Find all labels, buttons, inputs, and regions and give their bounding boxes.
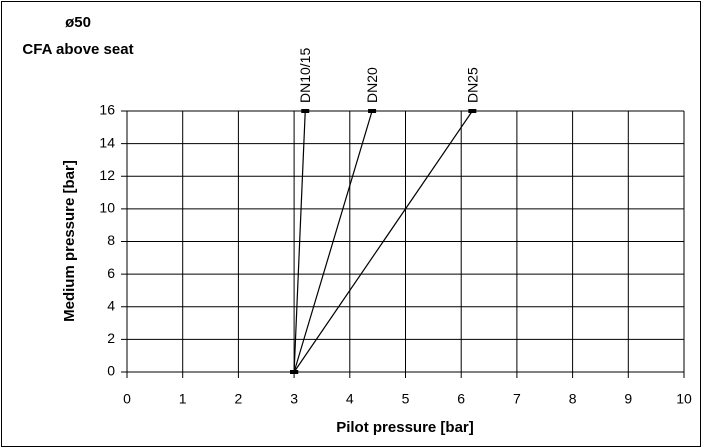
y-tick-label: 16 <box>99 102 115 118</box>
y-tick-label: 14 <box>99 134 115 150</box>
x-tick-label: 3 <box>290 391 298 407</box>
x-axis-label: Pilot pressure [bar] <box>336 419 474 436</box>
chart-subtitle: CFA above seat <box>22 41 133 58</box>
series-line <box>293 110 473 373</box>
series-label: DN25 <box>464 67 480 103</box>
x-tick-label: 7 <box>513 391 521 407</box>
chart-title: ø50 <box>65 14 91 31</box>
y-tick-label: 12 <box>99 167 115 183</box>
y-tick-label: 6 <box>107 265 115 281</box>
point-marker <box>468 109 477 113</box>
x-tick-label: 6 <box>457 391 465 407</box>
x-tick-label: 4 <box>346 391 354 407</box>
x-tick-label: 8 <box>569 391 577 407</box>
y-tick-label: 8 <box>107 232 115 248</box>
x-tick-label: 1 <box>179 391 187 407</box>
x-tick-label: 10 <box>676 391 692 407</box>
series-label: DN10/15 <box>297 48 313 103</box>
x-tick-label: 2 <box>235 391 243 407</box>
point-marker <box>368 109 377 113</box>
series-line <box>293 110 306 373</box>
point-marker <box>290 370 299 374</box>
y-tick-label: 2 <box>107 330 115 346</box>
series-label: DN20 <box>364 67 380 103</box>
y-tick-label: 4 <box>107 297 115 313</box>
x-tick-label: 9 <box>624 391 632 407</box>
y-tick-label: 0 <box>107 363 115 379</box>
x-tick-label: 5 <box>402 391 410 407</box>
y-axis-label: Medium pressure [bar] <box>61 160 78 322</box>
point-marker <box>301 109 310 113</box>
x-tick-label: 0 <box>123 391 131 407</box>
series-line <box>293 110 373 373</box>
y-tick-label: 10 <box>99 200 115 216</box>
